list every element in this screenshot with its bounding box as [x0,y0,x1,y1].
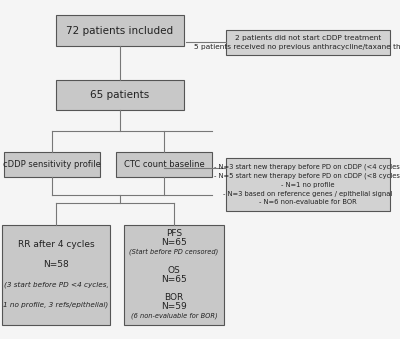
Text: - N=3 start new therapy before PD on cDDP (<4 cycles): - N=3 start new therapy before PD on cDD… [214,164,400,171]
Text: N=65: N=65 [161,238,187,247]
Text: 5 patients received no previous anthracycline/taxane therapy: 5 patients received no previous anthracy… [194,44,400,49]
FancyBboxPatch shape [124,224,224,325]
FancyBboxPatch shape [56,15,184,46]
Text: BOR: BOR [164,293,184,302]
Text: - N=6 non-evaluable for BOR: - N=6 non-evaluable for BOR [259,199,357,205]
Text: - N=5 start new therapy before PD on cDDP (<8 cycles): - N=5 start new therapy before PD on cDD… [214,173,400,179]
Text: N=65: N=65 [161,275,187,284]
Text: OS: OS [168,265,180,275]
Text: CTC count baseline: CTC count baseline [124,160,204,169]
FancyBboxPatch shape [4,152,100,177]
Text: - N=1 no profile: - N=1 no profile [281,182,335,188]
Text: (6 non-evaluable for BOR): (6 non-evaluable for BOR) [131,312,217,319]
FancyBboxPatch shape [56,80,184,110]
Text: - N=3 based on reference genes / epithelial signal: - N=3 based on reference genes / epithel… [223,191,393,197]
FancyBboxPatch shape [2,224,110,325]
Text: (Start before PD censored): (Start before PD censored) [129,248,219,255]
FancyBboxPatch shape [116,152,212,177]
Text: PFS: PFS [166,229,182,238]
FancyBboxPatch shape [226,30,390,55]
Text: RR after 4 cycles: RR after 4 cycles [18,240,94,249]
FancyBboxPatch shape [226,159,390,211]
Text: N=58: N=58 [43,260,69,269]
Text: 1 no profile, 3 refs/epithelial): 1 no profile, 3 refs/epithelial) [3,301,109,308]
Text: 72 patients included: 72 patients included [66,25,174,36]
Text: N=59: N=59 [161,302,187,311]
Text: 2 patients did not start cDDP treatment: 2 patients did not start cDDP treatment [235,35,381,41]
Text: 65 patients: 65 patients [90,90,150,100]
Text: cDDP sensitivity profile: cDDP sensitivity profile [3,160,101,169]
Text: (3 start before PD <4 cycles,: (3 start before PD <4 cycles, [4,281,108,288]
